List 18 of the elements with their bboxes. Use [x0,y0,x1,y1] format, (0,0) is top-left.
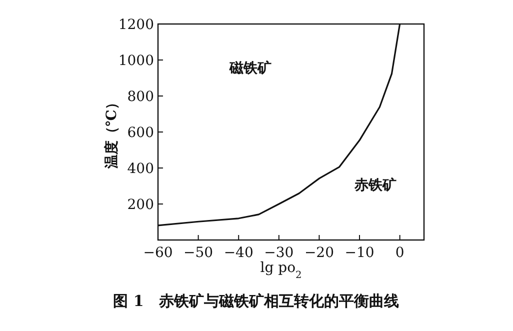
x-tick-label: −40 [224,245,254,261]
x-tick-label: −10 [344,245,374,261]
x-tick-label: −30 [264,245,294,261]
y-tick-label: 600 [127,125,154,141]
x-tick-label: −20 [304,245,334,261]
y-tick-label: 200 [127,197,154,213]
x-tick-label: 0 [395,245,404,261]
text: 图 1 赤铁矿与磁铁矿相互转化的平衡曲线 [113,292,399,310]
y-tick-label: 1200 [118,17,154,33]
x-axis-title: lg po$_{2}$ [260,260,302,280]
y-tick-label: 400 [127,161,154,177]
y-axis-title: 温度（℃） [103,96,120,170]
annotation: 磁铁矿 [228,60,272,77]
y-tick-label: 800 [127,89,154,105]
x-tick-label: −60 [143,245,173,261]
annotation: 赤铁矿 [354,176,397,194]
y-tick-label: 1000 [118,53,154,69]
x-tick-label: −50 [184,245,214,261]
